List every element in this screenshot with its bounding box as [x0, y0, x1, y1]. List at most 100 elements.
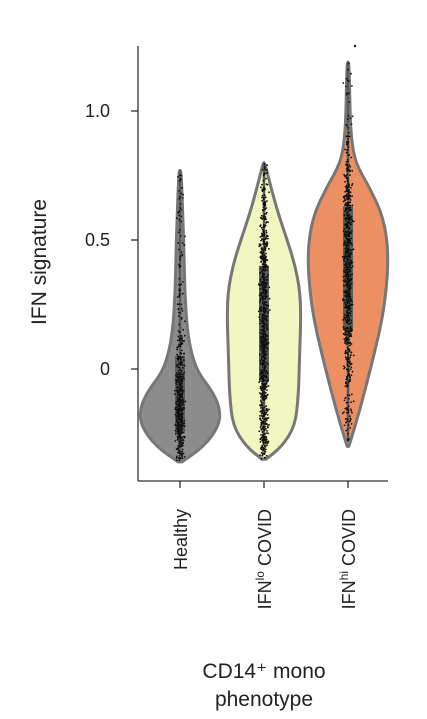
data-point	[350, 321, 352, 324]
violin-points	[173, 174, 187, 462]
data-point	[262, 302, 265, 305]
data-point	[348, 154, 350, 156]
data-point	[258, 243, 261, 246]
data-point	[345, 141, 348, 144]
data-point	[261, 390, 264, 393]
data-point	[178, 180, 181, 182]
data-point	[259, 417, 262, 420]
data-point	[349, 251, 352, 254]
data-point	[343, 173, 345, 176]
data-point	[262, 387, 264, 389]
data-point	[347, 368, 349, 371]
data-point	[259, 353, 261, 356]
data-point	[262, 441, 265, 444]
data-point	[351, 370, 354, 373]
data-point	[260, 437, 262, 440]
data-point	[259, 360, 262, 362]
data-point	[177, 423, 180, 426]
data-point	[348, 238, 351, 241]
data-point	[349, 273, 352, 276]
data-point	[262, 298, 265, 300]
data-point	[347, 221, 350, 224]
data-point	[346, 275, 349, 277]
data-point	[178, 406, 181, 408]
data-point	[260, 424, 263, 427]
data-point	[261, 238, 263, 240]
data-point	[261, 369, 264, 372]
data-point	[179, 229, 181, 231]
data-point	[181, 409, 184, 411]
data-point	[260, 410, 262, 412]
data-point	[264, 370, 266, 373]
data-point	[266, 389, 268, 391]
data-point	[263, 399, 265, 402]
data-point	[265, 282, 268, 285]
data-point	[350, 401, 352, 404]
data-point	[263, 360, 265, 362]
data-point	[257, 310, 260, 313]
data-point	[259, 271, 262, 274]
data-point	[263, 436, 266, 439]
data-point	[343, 263, 346, 266]
data-point	[262, 326, 265, 328]
data-point	[178, 266, 181, 268]
data-point	[176, 346, 179, 349]
data-point	[179, 207, 182, 209]
data-point	[261, 333, 263, 335]
data-point	[343, 399, 346, 402]
data-point	[179, 373, 182, 375]
data-point	[265, 427, 267, 430]
data-point	[180, 395, 183, 397]
data-point	[347, 381, 350, 384]
violin-group	[306, 60, 390, 448]
data-point	[350, 278, 353, 281]
data-point	[261, 293, 263, 296]
data-point	[262, 240, 265, 243]
data-point	[349, 269, 352, 271]
data-point	[174, 393, 176, 396]
data-point	[349, 204, 352, 207]
y-tick-label: 1.0	[85, 101, 110, 121]
data-point	[178, 344, 181, 346]
data-point	[348, 358, 350, 360]
data-point	[349, 256, 351, 258]
data-point	[178, 395, 181, 398]
data-point	[345, 177, 348, 180]
data-point	[177, 308, 180, 311]
data-point	[259, 267, 262, 270]
data-point	[262, 267, 265, 270]
data-point	[177, 330, 180, 332]
data-point	[260, 297, 263, 300]
data-point	[344, 190, 347, 193]
data-point	[259, 441, 262, 443]
data-point	[264, 442, 267, 445]
data-point	[182, 389, 185, 392]
data-point	[262, 449, 264, 452]
data-point	[268, 297, 271, 300]
data-point	[179, 345, 182, 348]
data-point	[268, 191, 270, 194]
data-point	[261, 325, 263, 328]
data-point	[260, 407, 262, 409]
data-point	[182, 367, 184, 369]
data-point	[181, 364, 184, 366]
data-point	[177, 231, 180, 234]
data-point	[347, 330, 350, 333]
data-point	[345, 381, 347, 383]
data-point	[176, 372, 178, 374]
data-point	[178, 442, 181, 445]
data-point	[178, 415, 181, 418]
data-point	[183, 456, 186, 458]
data-point	[182, 281, 184, 283]
data-point	[347, 265, 350, 268]
data-point	[265, 290, 268, 292]
data-point	[179, 258, 182, 261]
data-point	[177, 404, 180, 407]
data-point	[264, 208, 266, 211]
data-point	[259, 385, 262, 388]
data-point	[266, 371, 268, 373]
data-point	[179, 331, 181, 334]
data-point	[347, 189, 350, 191]
data-point	[263, 391, 266, 394]
data-point	[260, 372, 263, 375]
